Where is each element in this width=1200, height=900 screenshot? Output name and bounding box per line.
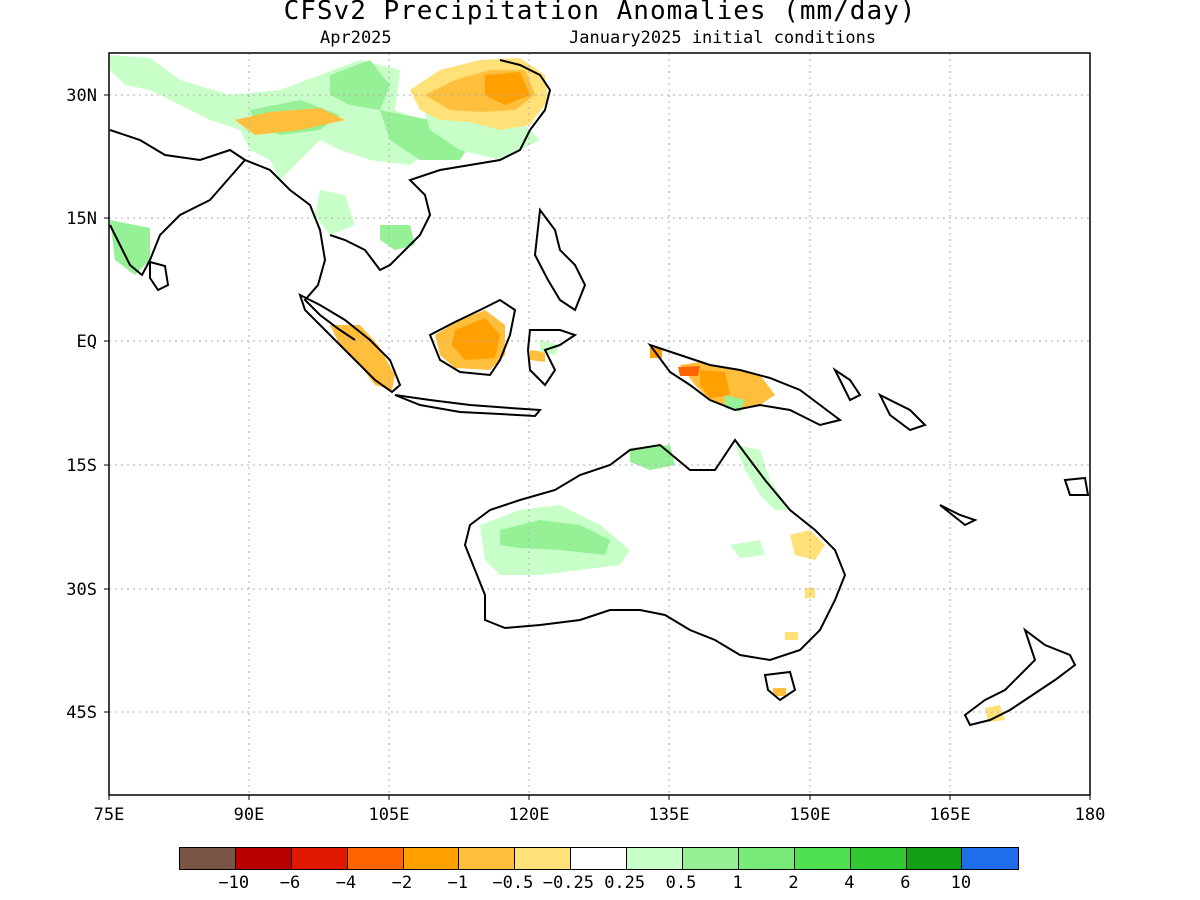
colorbar-swatch (627, 848, 684, 869)
gridlines (109, 53, 1090, 795)
x-tick-label: 135E (649, 805, 690, 825)
colorbar-label: 1 (732, 873, 743, 893)
coastlines (109, 59, 1090, 727)
colorbar-label: −2 (391, 873, 413, 893)
colorbar-swatch (962, 848, 1019, 869)
colorbar-label: 4 (844, 873, 855, 893)
y-tick-label: 15S (66, 456, 97, 476)
x-tick-label: 150E (790, 805, 831, 825)
x-tick-label: 75E (94, 805, 125, 825)
coastline-java (394, 394, 543, 418)
colorbar (179, 847, 1020, 870)
initial-conditions: January2025 initial conditions (569, 28, 877, 48)
colorbar-swatch (459, 848, 516, 869)
coastline-sulawesi (526, 329, 578, 387)
colorbar-swatch (347, 848, 404, 869)
y-tick-label: 15N (66, 209, 97, 229)
colorbar-label: 0.5 (665, 873, 697, 893)
y-axis: 30N 15N EQ 15S 30S 45S (66, 86, 109, 723)
coastline-sumatra (298, 293, 402, 394)
dry-anomaly-sumatra (330, 325, 395, 390)
colorbar-swatch (515, 848, 572, 869)
colorbar-label: −0.5 (492, 873, 534, 893)
colorbar-swatch (571, 848, 628, 869)
map-title: CFSv2 Precipitation Anomalies (mm/day) (283, 0, 917, 26)
y-tick-label: 30N (66, 86, 97, 106)
x-tick-label: 90E (234, 805, 265, 825)
coastline-new-guinea (647, 343, 843, 427)
colorbar-label: 0.25 (604, 873, 646, 893)
x-tick-label: 165E (930, 805, 971, 825)
x-tick-label: 105E (369, 805, 410, 825)
wet-anomaly-se-china (380, 110, 470, 160)
anomaly-shading (110, 55, 1005, 722)
colorbar-label: 10 (950, 873, 972, 893)
colorbar-label: 2 (788, 873, 799, 893)
y-tick-label: EQ (77, 332, 97, 352)
coastline-china (499, 59, 552, 131)
dry-anomaly-north-china-peak (485, 72, 530, 105)
coastline-australia (463, 438, 847, 662)
dry-anomaly-east-australia (790, 530, 825, 560)
y-tick-label: 45S (66, 703, 97, 723)
colorbar-swatch (291, 848, 348, 869)
wet-anomaly-india (110, 220, 150, 275)
colorbar-label: −6 (279, 873, 301, 893)
colorbar-swatch (906, 848, 963, 869)
colorbar-swatch (235, 848, 292, 869)
colorbar-swatch (403, 848, 460, 869)
y-tick-label: 30S (66, 580, 97, 600)
colorbar-label: −4 (335, 873, 357, 893)
x-tick-label: 120E (509, 805, 550, 825)
coastline-india (109, 129, 247, 277)
colorbar-swatch (850, 848, 907, 869)
coastline-philippines (533, 207, 587, 312)
colorbar-swatch (794, 848, 851, 869)
colorbar-swatch (738, 848, 795, 869)
colorbar-label: −0.25 (542, 873, 594, 893)
colorbar-label: −1 (447, 873, 468, 893)
colorbar-swatch (180, 848, 236, 869)
x-tick-label: 180 (1075, 805, 1106, 825)
x-axis: 75E 90E 105E 120E 135E 150E 165E 180 (94, 795, 1106, 825)
dry-anomaly-tibet-edge (235, 108, 345, 135)
colorbar-swatch (683, 848, 739, 869)
colorbar-label: −10 (218, 873, 250, 893)
forecast-month: Apr2025 (320, 28, 392, 48)
colorbar-label: 6 (900, 873, 911, 893)
wet-anomaly-tibet-core (330, 60, 390, 110)
coastline-new-zealand (963, 627, 1077, 727)
coastline-tasmania (763, 670, 797, 702)
coastline-borneo (428, 298, 517, 377)
plot-frame (108, 52, 1091, 796)
coastline-southeast-asia (244, 159, 356, 341)
colorbar-labels: −10 −6 −4 −2 −1 −0.5 −0.25 0.25 0.5 1 2 4 6 10 (0, 873, 1200, 893)
